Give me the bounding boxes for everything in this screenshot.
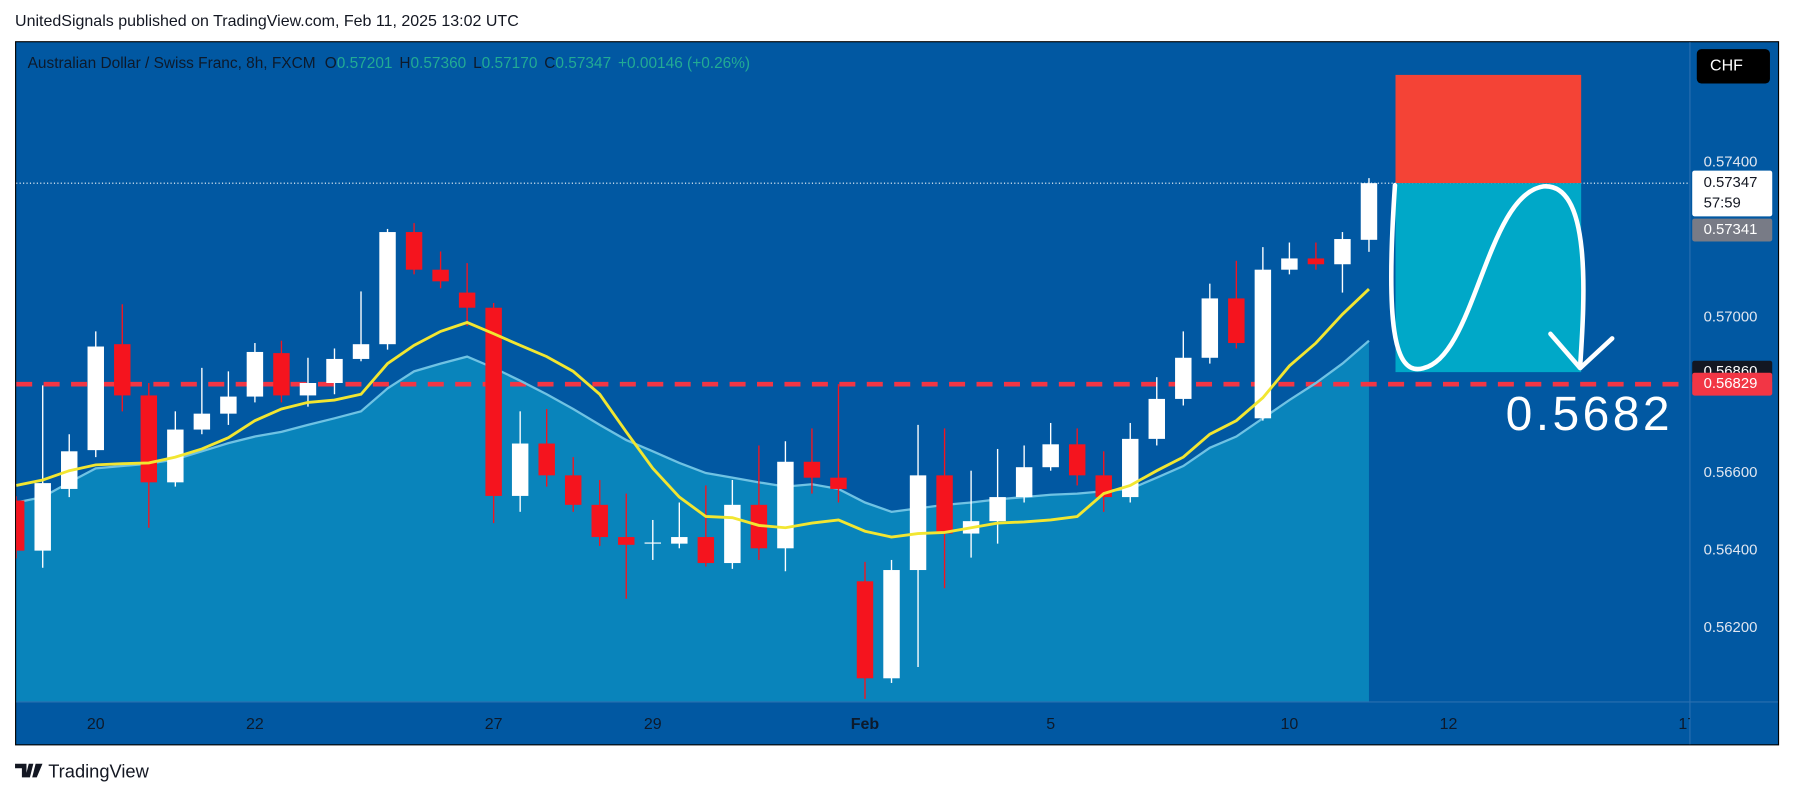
x-tick-label: Feb <box>851 716 880 733</box>
x-tick-label: 27 <box>485 716 503 733</box>
candle-body <box>432 269 449 282</box>
candle-body <box>405 232 423 270</box>
x-tick-label: 17 <box>1678 716 1696 733</box>
candle-body <box>724 504 741 564</box>
candle-body <box>220 396 237 414</box>
legend-key: O <box>325 55 337 72</box>
y-tick-label: 0.57000 <box>1704 310 1758 326</box>
candle-body <box>671 537 688 544</box>
legend-key: H <box>399 55 410 72</box>
y-tick-label: 0.56200 <box>1704 620 1758 636</box>
legend-symbol: Australian Dollar / Swiss Franc, 8h, FXC… <box>28 55 316 72</box>
legend-value: 0.57347 <box>555 55 611 72</box>
candle-body <box>87 346 104 451</box>
candle-body <box>352 344 370 359</box>
candle-body <box>830 477 847 489</box>
candle-body <box>803 461 821 478</box>
publish-header: UnitedSignals published on TradingView.c… <box>15 13 519 30</box>
arrow-head <box>1548 331 1615 371</box>
candle-body <box>883 570 900 679</box>
target-zone <box>1395 183 1582 373</box>
annotation: 0.5682 <box>1506 388 1673 441</box>
candle-body <box>1307 258 1325 265</box>
candle-body <box>193 413 211 430</box>
legend-key: C <box>544 55 555 72</box>
candle-body <box>140 395 158 483</box>
price-label: 0.56829 <box>1704 376 1758 392</box>
candle-body <box>1281 258 1298 270</box>
ma-line <box>16 339 1370 513</box>
time-axis: 20 22 27 29 Feb 5 10 12 17 <box>87 716 1696 733</box>
candle-body <box>458 292 476 308</box>
x-tick-label: 29 <box>644 716 662 733</box>
candle-body <box>538 443 555 476</box>
candle-body <box>564 475 582 505</box>
candle-body <box>34 483 51 551</box>
candle-body <box>618 537 635 545</box>
price-label-box <box>1692 372 1773 396</box>
candle-body <box>1015 467 1033 498</box>
candle-body <box>1254 269 1272 419</box>
candle-body <box>1068 444 1086 476</box>
y-tick-label: 0.56600 <box>1704 465 1758 481</box>
legend-key: L <box>473 55 482 72</box>
plot-layer: 0.5682 <box>16 74 1690 702</box>
x-tick-label: 20 <box>87 716 105 733</box>
countdown: 57:59 <box>1704 196 1741 212</box>
price-label-box <box>1692 218 1773 242</box>
candle-body <box>1042 444 1059 468</box>
candle-body <box>936 475 953 534</box>
legend-value: 0.57201 <box>337 55 393 72</box>
candle-body <box>856 581 874 679</box>
legend: Australian Dollar / Swiss Franc, 8h, FXC… <box>28 55 750 72</box>
candle-body <box>114 344 131 396</box>
currency-label: CHF <box>1710 58 1743 75</box>
x-tick-label: 22 <box>246 716 264 733</box>
candle-body <box>379 232 396 345</box>
last-price-label: 0.57347 <box>1704 175 1758 191</box>
candle-body <box>909 475 927 571</box>
drawn-arrow <box>1388 182 1586 372</box>
y-tick-label: 0.56400 <box>1704 543 1758 559</box>
candle-body <box>246 351 264 397</box>
candle-body <box>1148 398 1165 439</box>
x-tick-label: 10 <box>1280 716 1298 733</box>
y-tick-label: 0.57400 <box>1704 155 1758 171</box>
candle-body <box>1334 239 1351 265</box>
candle-body <box>511 443 529 496</box>
candle-body <box>777 461 794 549</box>
ma-line <box>16 288 1370 539</box>
candle-body <box>1228 298 1245 344</box>
x-tick-label: 12 <box>1440 716 1458 733</box>
legend-value: 0.57170 <box>482 55 538 72</box>
candle-body <box>697 537 715 564</box>
candle-body <box>591 504 608 538</box>
candle-body <box>299 382 317 396</box>
last-price-box <box>1692 170 1773 217</box>
legend-value: 0.57360 <box>410 55 466 72</box>
candle-body <box>989 497 1006 522</box>
candle-body <box>273 353 290 396</box>
price-label: 0.57341 <box>1704 222 1758 238</box>
candle-body <box>1175 357 1192 399</box>
candle-body <box>1201 298 1219 358</box>
brand: TradingView <box>48 761 149 782</box>
candle-body <box>644 542 662 544</box>
candle-body <box>16 500 25 551</box>
candle-body <box>485 307 502 496</box>
tradingview-logo: TradingView <box>15 761 150 782</box>
candle-body <box>1360 183 1378 240</box>
ma-area <box>16 340 1369 702</box>
stop-zone <box>1395 74 1582 184</box>
legend-change: +0.00146 (+0.26%) <box>618 55 750 72</box>
candle-body <box>326 358 343 383</box>
currency-button <box>1696 49 1770 84</box>
x-tick-label: 5 <box>1046 716 1055 733</box>
